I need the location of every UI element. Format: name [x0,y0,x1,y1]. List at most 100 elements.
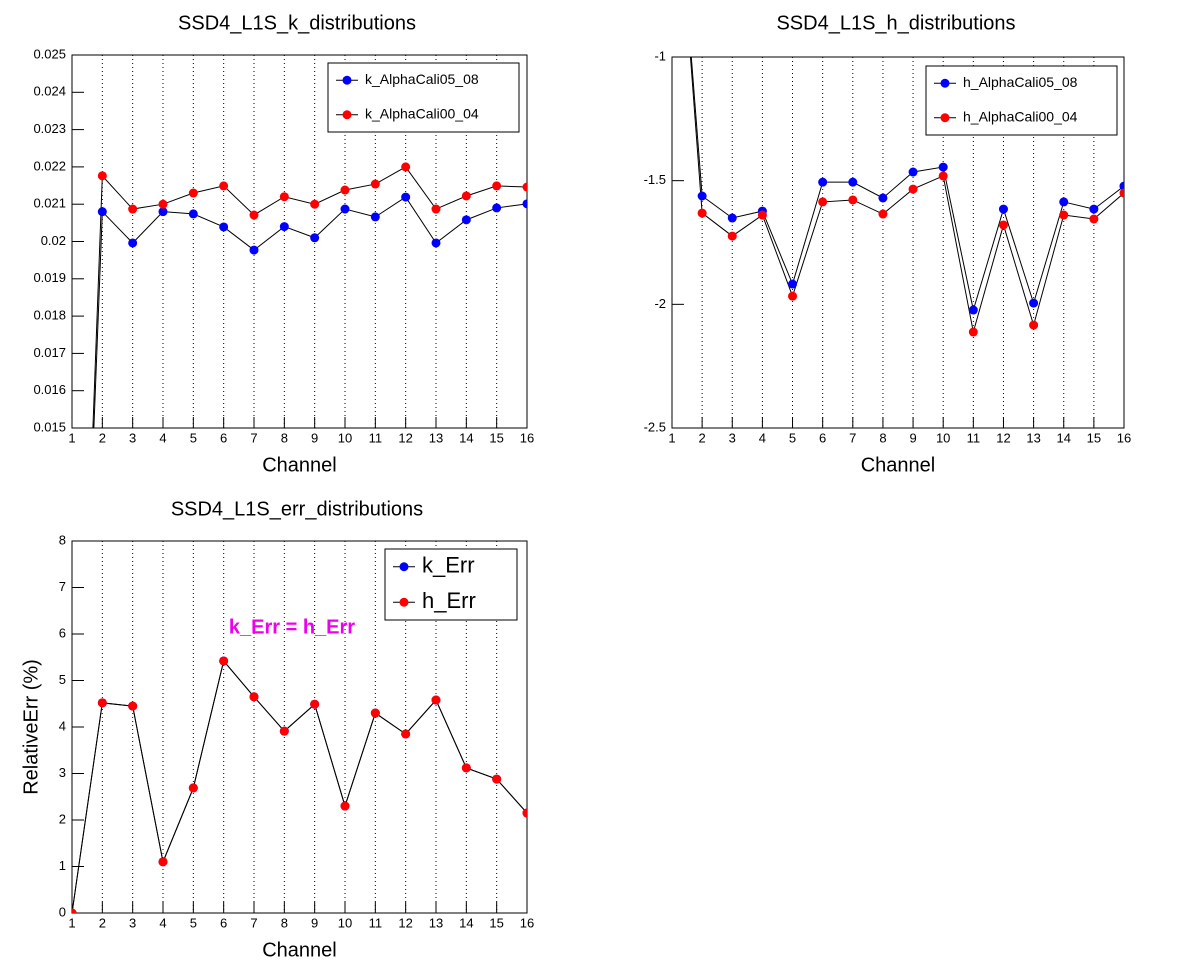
legend-marker [342,75,352,85]
data-point [727,213,737,223]
y-tick-label: 7 [59,579,66,594]
plot-area [689,57,1124,337]
data-point [219,656,229,666]
data-point [998,204,1008,214]
data-point [249,210,259,220]
x-tick-label: 11 [369,430,383,445]
x-tick-label: 8 [879,430,886,445]
y-tick-label: 0.02 [41,233,66,248]
data-point [431,204,441,214]
y-tick-label: -2.5 [644,419,666,434]
data-point [97,207,107,217]
data-point [188,188,198,198]
data-point [97,171,107,181]
frame [671,56,1125,429]
x-tick-label: 10 [338,430,352,445]
data-point [938,171,948,181]
data-point [1119,181,1124,191]
data-point [310,699,320,709]
data-point [848,195,858,205]
series-line [93,196,527,428]
annotation: k_Err = h_Err [229,616,355,638]
data-point [522,808,527,818]
y-tick-label: -1.5 [644,172,666,187]
x-tick-label: 12 [996,430,1010,445]
x-tick-label: 6 [220,430,227,445]
data-point [492,203,502,213]
x-tick-label: 9 [311,430,318,445]
data-point [340,204,350,214]
data-point [401,162,411,172]
x-tick-label: 8 [281,430,288,445]
x-tick-label: 11 [967,430,981,445]
x-tick-label: 10 [936,430,950,445]
x-tick-label: 3 [729,430,736,445]
data-point [461,215,471,225]
data-point [878,209,888,219]
x-tick-label: 5 [190,915,197,930]
x-axis-title: Channel [861,454,936,476]
data-point [968,327,978,337]
x-tick-label: 15 [489,430,503,445]
data-point [1059,197,1069,207]
y-tick-label: 0.018 [33,308,66,323]
y-tick-label: 0.021 [33,196,66,211]
x-tick-label: 13 [429,430,443,445]
data-point [158,207,168,217]
y-tick-label: 0.016 [33,382,66,397]
data-point [1089,214,1099,224]
data-point [249,692,259,702]
data-point [757,210,767,220]
series-line [92,166,527,428]
data-point [848,177,858,187]
y-tick-label: 0.024 [33,84,66,99]
data-point [998,220,1008,230]
data-point [1089,204,1099,214]
series-line [690,57,1124,311]
y-tick-label: 0.015 [33,419,66,434]
legend-box [327,62,520,133]
x-tick-label: 2 [699,430,706,445]
chart-title: SSD4_L1S_h_distributions [776,12,1015,34]
x-tick-label: 9 [909,430,916,445]
plot-area [92,162,527,428]
data-point [340,801,350,811]
data-point [188,783,198,793]
data-point [818,197,828,207]
legend-label: k_AlphaCali05_08 [365,71,479,87]
legend-marker [399,597,409,607]
data-point [340,185,350,195]
data-point [188,209,198,219]
x-tick-label: 4 [759,430,766,445]
data-point [401,192,411,202]
x-tick-label: 4 [159,430,166,445]
x-tick-label: 12 [398,430,412,445]
data-point [128,701,138,711]
data-point [1029,298,1039,308]
y-tick-label: 8 [59,532,66,547]
data-point [878,193,888,203]
chart-title: SSD4_L1S_err_distributions [171,498,423,520]
x-tick-label: 1 [668,430,675,445]
chart-title: SSD4_L1S_k_distributions [178,12,416,34]
x-tick-label: 6 [220,915,227,930]
data-point [788,279,798,289]
legend-label: h_AlphaCali00_04 [963,108,1078,124]
x-tick-label: 4 [159,915,166,930]
y-tick-label: 0.023 [33,121,66,136]
x-tick-label: 7 [250,915,257,930]
x-tick-label: 15 [1087,430,1101,445]
x-tick-label: 7 [849,430,856,445]
data-point [461,191,471,201]
data-point [370,212,380,222]
data-point [968,305,978,315]
legend-box [384,548,518,621]
y-tick-label: 2 [59,811,66,826]
x-tick-label: 2 [99,430,106,445]
data-point [128,204,138,214]
x-tick-label: 12 [398,915,412,930]
data-point [697,208,707,218]
x-tick-label: 1 [68,430,75,445]
